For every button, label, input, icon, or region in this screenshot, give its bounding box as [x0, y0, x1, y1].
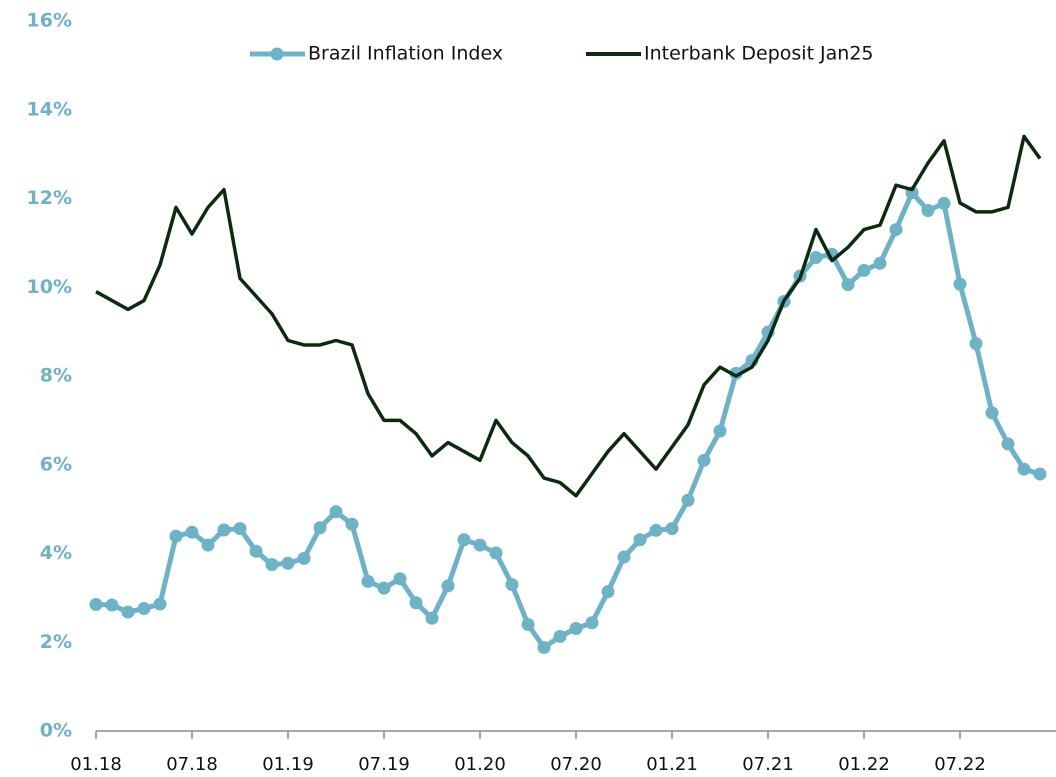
y-tick-label: 4% — [40, 542, 72, 564]
series-marker — [713, 424, 727, 438]
y-tick-label: 0% — [40, 720, 72, 742]
series-marker — [681, 493, 695, 507]
series-marker — [841, 278, 855, 292]
series-marker — [137, 602, 151, 616]
x-tick-label: 07.22 — [934, 754, 986, 775]
x-tick-label: 07.21 — [742, 754, 794, 775]
series-marker — [889, 223, 903, 237]
x-tick-label: 01.21 — [646, 754, 698, 775]
series-marker — [281, 556, 295, 570]
legend-marker — [270, 47, 284, 61]
series-marker — [601, 585, 615, 599]
y-tick-label: 6% — [40, 453, 72, 475]
series-marker — [393, 572, 407, 586]
legend-label: Interbank Deposit Jan25 — [644, 43, 874, 65]
series-marker — [921, 203, 935, 217]
series-marker — [361, 574, 375, 588]
y-tick-label: 2% — [40, 631, 72, 653]
series-line — [95, 134, 1042, 498]
y-tick-label: 12% — [27, 187, 72, 209]
series-marker — [185, 525, 199, 539]
series-marker — [729, 366, 743, 380]
y-tick-label: 10% — [27, 276, 72, 298]
series-marker — [857, 263, 871, 277]
series-marker — [1033, 467, 1047, 481]
x-tick-label: 01.19 — [262, 754, 314, 775]
series-marker — [265, 558, 279, 572]
series-marker — [537, 641, 551, 655]
series-marker — [425, 611, 439, 625]
series-marker — [169, 529, 183, 543]
series-marker — [473, 538, 487, 552]
series-marker — [233, 522, 247, 536]
series-marker — [937, 196, 951, 210]
series-marker — [201, 538, 215, 552]
y-tick-label: 14% — [27, 98, 72, 120]
series-marker — [153, 597, 167, 611]
series-marker — [649, 523, 663, 537]
series-marker — [329, 505, 343, 519]
series-marker — [441, 579, 455, 593]
series-marker — [489, 546, 503, 560]
x-tick-label: 01.18 — [70, 754, 122, 775]
series-marker — [1001, 437, 1015, 451]
series-marker — [665, 522, 679, 536]
x-tick-label: 01.22 — [838, 754, 890, 775]
series-marker — [345, 517, 359, 531]
series-marker — [633, 533, 647, 547]
series-marker — [585, 616, 599, 630]
series-marker — [985, 406, 999, 420]
series-marker — [521, 618, 535, 631]
series-marker — [217, 523, 231, 537]
series-marker — [697, 453, 711, 467]
x-tick-label: 07.18 — [166, 754, 218, 775]
series-marker — [873, 256, 887, 270]
series-marker — [89, 598, 103, 612]
y-tick-label: 8% — [40, 365, 72, 387]
series-marker — [105, 598, 119, 612]
series-marker — [617, 550, 631, 564]
series-marker — [969, 337, 983, 351]
x-tick-label: 07.19 — [358, 754, 410, 775]
series-marker — [1017, 462, 1031, 476]
series-marker — [953, 277, 967, 291]
series-marker — [505, 578, 519, 592]
x-tick-label: 01.20 — [454, 754, 506, 775]
series-marker — [377, 581, 391, 595]
series-marker — [569, 621, 583, 635]
series-marker — [249, 544, 263, 558]
series-marker — [313, 521, 327, 535]
series-marker — [409, 596, 423, 610]
x-tick-label: 07.20 — [550, 754, 602, 775]
series-marker — [809, 251, 823, 265]
series-marker — [457, 533, 471, 547]
series-marker — [297, 551, 311, 565]
series-marker — [553, 629, 567, 643]
legend-label: Brazil Inflation Index — [308, 43, 503, 65]
series-marker — [121, 605, 135, 619]
y-tick-label: 16% — [27, 10, 72, 32]
